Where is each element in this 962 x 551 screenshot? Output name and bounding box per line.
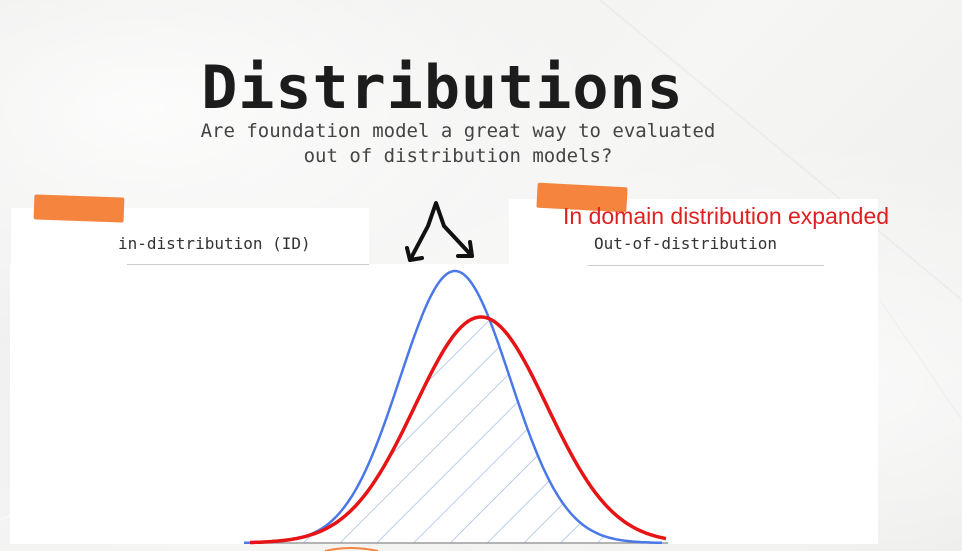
slide-subtitle: Are foundation model a great way to eval… — [200, 120, 716, 167]
orange-scribble-mark — [324, 547, 379, 551]
in-distribution-label: in-distribution (ID) — [118, 234, 311, 253]
ood-label-card — [509, 199, 878, 267]
overlap-hatched-area — [300, 317, 620, 543]
out-of-distribution-label: Out-of-distribution — [594, 234, 778, 253]
ood-underline — [588, 265, 824, 266]
annotation-text: In domain distribution expanded — [563, 203, 890, 229]
id-underline — [127, 264, 369, 265]
out-of-distribution-curve — [250, 315, 667, 545]
split-down-arrows-icon — [405, 201, 474, 262]
slide-title: Distributions — [201, 53, 684, 123]
